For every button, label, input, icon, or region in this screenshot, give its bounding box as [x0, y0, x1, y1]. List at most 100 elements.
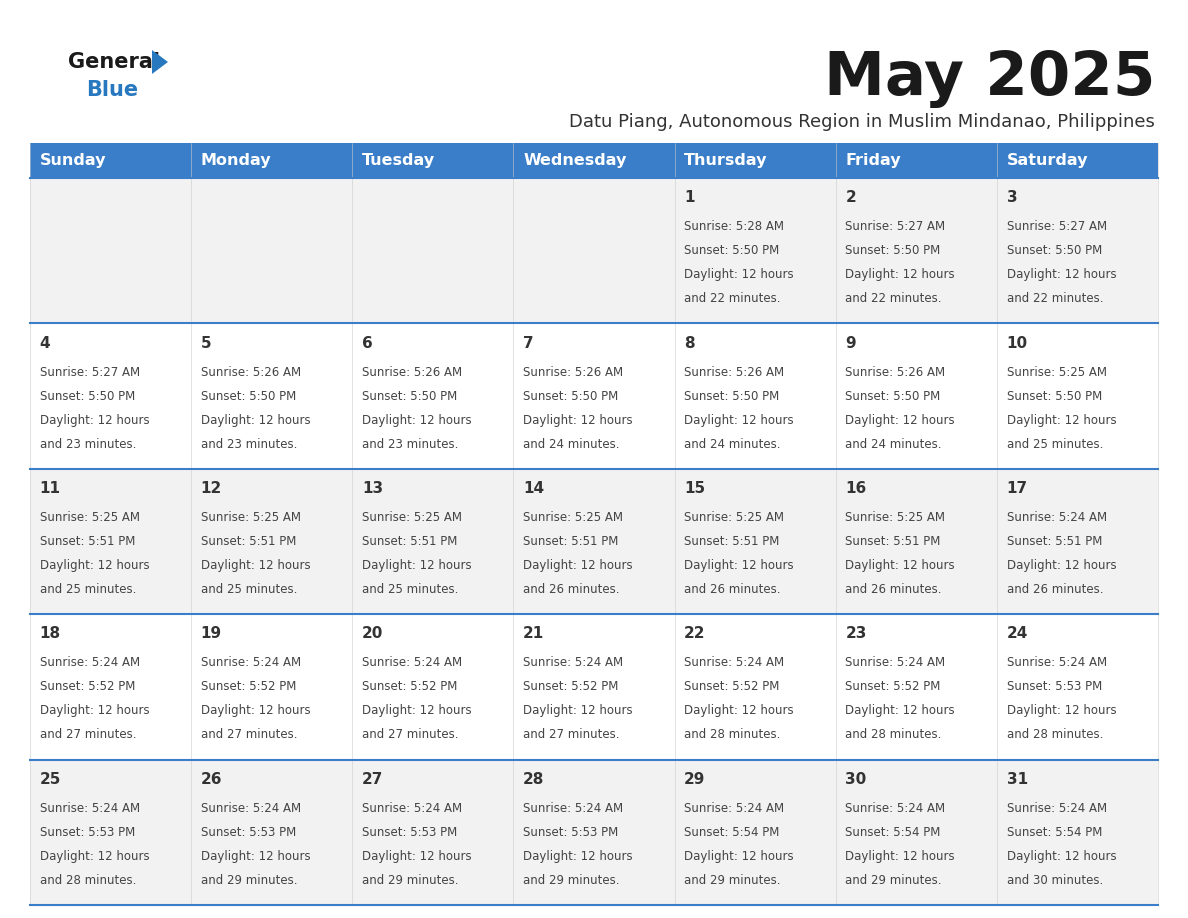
Bar [353, 323, 513, 469]
Bar [30, 143, 191, 178]
Text: Sunrise: 5:24 AM: Sunrise: 5:24 AM [523, 656, 624, 669]
Text: 7: 7 [523, 336, 533, 351]
Text: and 26 minutes.: and 26 minutes. [684, 583, 781, 596]
Text: 27: 27 [362, 772, 384, 787]
Text: and 24 minutes.: and 24 minutes. [523, 438, 620, 451]
Bar [675, 614, 835, 759]
Text: and 27 minutes.: and 27 minutes. [39, 728, 137, 742]
Bar [513, 469, 675, 614]
Text: Daylight: 12 hours: Daylight: 12 hours [362, 850, 472, 863]
Text: Sunset: 5:53 PM: Sunset: 5:53 PM [523, 826, 618, 839]
Text: Sunrise: 5:24 AM: Sunrise: 5:24 AM [1006, 801, 1107, 815]
Text: Daylight: 12 hours: Daylight: 12 hours [1006, 704, 1117, 717]
Text: 29: 29 [684, 772, 706, 787]
Text: and 22 minutes.: and 22 minutes. [684, 292, 781, 305]
Bar [30, 759, 191, 905]
Text: 11: 11 [39, 481, 61, 496]
Text: Daylight: 12 hours: Daylight: 12 hours [846, 850, 955, 863]
Text: Daylight: 12 hours: Daylight: 12 hours [201, 413, 310, 427]
Text: Sunrise: 5:26 AM: Sunrise: 5:26 AM [362, 365, 462, 378]
Text: 25: 25 [39, 772, 61, 787]
Text: Daylight: 12 hours: Daylight: 12 hours [684, 268, 794, 281]
Bar [835, 143, 997, 178]
Bar [835, 178, 997, 323]
Bar [997, 178, 1158, 323]
Text: 19: 19 [201, 626, 222, 642]
Bar [997, 614, 1158, 759]
Text: and 22 minutes.: and 22 minutes. [846, 292, 942, 305]
Bar [30, 178, 191, 323]
Text: 6: 6 [362, 336, 373, 351]
Text: 15: 15 [684, 481, 706, 496]
Text: Sunset: 5:52 PM: Sunset: 5:52 PM [846, 680, 941, 693]
Text: Sunset: 5:50 PM: Sunset: 5:50 PM [201, 389, 296, 403]
Text: General: General [68, 52, 160, 72]
Text: Sunrise: 5:24 AM: Sunrise: 5:24 AM [1006, 656, 1107, 669]
Text: Blue: Blue [86, 80, 138, 100]
Bar [675, 178, 835, 323]
Bar [835, 614, 997, 759]
Text: Daylight: 12 hours: Daylight: 12 hours [362, 413, 472, 427]
Text: Sunset: 5:51 PM: Sunset: 5:51 PM [39, 535, 135, 548]
Text: Daylight: 12 hours: Daylight: 12 hours [846, 559, 955, 572]
Text: Sunrise: 5:24 AM: Sunrise: 5:24 AM [684, 656, 784, 669]
Text: Sunrise: 5:26 AM: Sunrise: 5:26 AM [684, 365, 784, 378]
Text: and 25 minutes.: and 25 minutes. [1006, 438, 1102, 451]
Bar [513, 323, 675, 469]
Text: Sunset: 5:50 PM: Sunset: 5:50 PM [362, 389, 457, 403]
Text: 2: 2 [846, 190, 857, 206]
Text: and 28 minutes.: and 28 minutes. [684, 728, 781, 742]
Text: Daylight: 12 hours: Daylight: 12 hours [846, 413, 955, 427]
Text: 24: 24 [1006, 626, 1028, 642]
Text: Daylight: 12 hours: Daylight: 12 hours [201, 704, 310, 717]
Bar [675, 469, 835, 614]
Text: 28: 28 [523, 772, 544, 787]
Text: May 2025: May 2025 [823, 49, 1155, 107]
Text: Datu Piang, Autonomous Region in Muslim Mindanao, Philippines: Datu Piang, Autonomous Region in Muslim … [569, 113, 1155, 131]
Text: Sunset: 5:54 PM: Sunset: 5:54 PM [846, 826, 941, 839]
Bar [997, 143, 1158, 178]
Bar [513, 143, 675, 178]
Text: Sunrise: 5:26 AM: Sunrise: 5:26 AM [846, 365, 946, 378]
Text: Sunrise: 5:24 AM: Sunrise: 5:24 AM [39, 656, 140, 669]
Text: and 30 minutes.: and 30 minutes. [1006, 874, 1102, 887]
Text: Daylight: 12 hours: Daylight: 12 hours [684, 413, 794, 427]
Text: Sunrise: 5:24 AM: Sunrise: 5:24 AM [523, 801, 624, 815]
Bar [675, 143, 835, 178]
Text: Tuesday: Tuesday [362, 153, 435, 168]
Text: Sunset: 5:50 PM: Sunset: 5:50 PM [39, 389, 135, 403]
Text: 13: 13 [362, 481, 383, 496]
Text: Sunset: 5:52 PM: Sunset: 5:52 PM [523, 680, 619, 693]
Text: Sunset: 5:52 PM: Sunset: 5:52 PM [684, 680, 779, 693]
Bar [191, 143, 353, 178]
Bar [353, 614, 513, 759]
Bar [191, 759, 353, 905]
Polygon shape [152, 50, 168, 74]
Text: Sunrise: 5:28 AM: Sunrise: 5:28 AM [684, 220, 784, 233]
Text: Sunset: 5:52 PM: Sunset: 5:52 PM [362, 680, 457, 693]
Text: 18: 18 [39, 626, 61, 642]
Bar [675, 323, 835, 469]
Text: 14: 14 [523, 481, 544, 496]
Text: and 22 minutes.: and 22 minutes. [1006, 292, 1102, 305]
Text: 10: 10 [1006, 336, 1028, 351]
Bar [513, 759, 675, 905]
Text: Daylight: 12 hours: Daylight: 12 hours [1006, 413, 1117, 427]
Text: Sunrise: 5:24 AM: Sunrise: 5:24 AM [846, 801, 946, 815]
Text: 30: 30 [846, 772, 866, 787]
Text: and 25 minutes.: and 25 minutes. [362, 583, 459, 596]
Text: and 26 minutes.: and 26 minutes. [1006, 583, 1102, 596]
Text: Thursday: Thursday [684, 153, 767, 168]
Text: 3: 3 [1006, 190, 1017, 206]
Text: Sunset: 5:53 PM: Sunset: 5:53 PM [362, 826, 457, 839]
Text: 9: 9 [846, 336, 857, 351]
Text: and 27 minutes.: and 27 minutes. [201, 728, 297, 742]
Text: Saturday: Saturday [1006, 153, 1088, 168]
Text: Sunrise: 5:27 AM: Sunrise: 5:27 AM [1006, 220, 1107, 233]
Bar [191, 323, 353, 469]
Text: Daylight: 12 hours: Daylight: 12 hours [523, 413, 633, 427]
Text: 5: 5 [201, 336, 211, 351]
Text: 4: 4 [39, 336, 50, 351]
Text: and 29 minutes.: and 29 minutes. [846, 874, 942, 887]
Text: Sunset: 5:54 PM: Sunset: 5:54 PM [684, 826, 779, 839]
